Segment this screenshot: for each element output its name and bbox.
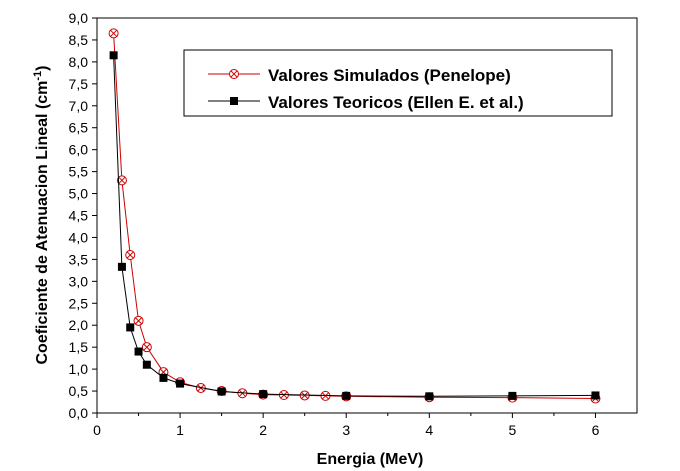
data-point <box>425 392 434 401</box>
data-point <box>342 391 351 400</box>
data-point <box>126 323 135 332</box>
y-tick-label: 8,0 <box>69 54 89 70</box>
y-tick-label: 4,5 <box>69 208 89 224</box>
legend-label-simulated: Valores Simulados (Penelope) <box>268 66 511 85</box>
y-tick-label: 5,5 <box>69 164 89 180</box>
y-axis-title-close: ) <box>34 65 51 70</box>
legend-marker <box>229 69 239 79</box>
y-tick-label: 5,0 <box>69 186 89 202</box>
data-point <box>125 250 136 260</box>
x-tick-label: 6 <box>592 422 600 438</box>
data-point <box>508 391 517 400</box>
y-tick-label: 6,5 <box>69 120 89 136</box>
x-tick-label: 3 <box>342 422 350 438</box>
data-point <box>142 360 151 369</box>
data-point <box>159 373 168 382</box>
y-tick-label: 2,5 <box>69 295 89 311</box>
y-axis-title-superscript: -1 <box>32 71 44 81</box>
legend-label-theoretical: Valores Teoricos (Ellen E. et al.) <box>268 93 524 112</box>
legend: Valores Simulados (Penelope) Valores Teo… <box>183 49 613 117</box>
legend-marker <box>230 97 238 105</box>
y-tick-label: 1,5 <box>69 339 89 355</box>
series-layer <box>108 28 601 404</box>
y-tick-label: 1,0 <box>69 361 89 377</box>
data-point <box>259 390 268 399</box>
y-tick-label: 0,0 <box>69 405 89 421</box>
axis-ticks: 0 1 2 3 4 5 6 0,0 0,5 1,0 1,5 2,0 2,5 3,0 3,5 4,0 4,5 5,0… <box>69 10 600 438</box>
data-point <box>117 262 126 271</box>
data-point <box>133 315 144 326</box>
x-tick-label: 4 <box>425 422 433 438</box>
data-point <box>141 342 152 353</box>
y-tick-label: 7,5 <box>69 76 89 92</box>
y-tick-label: 8,5 <box>69 32 89 48</box>
y-tick-label: 4,0 <box>69 229 89 245</box>
x-tick-label: 2 <box>259 422 267 438</box>
data-point <box>217 387 226 396</box>
legend-box <box>183 49 613 117</box>
series-1 <box>109 51 600 401</box>
y-tick-label: 2,0 <box>69 317 89 333</box>
y-tick-label: 7,0 <box>69 98 89 114</box>
y-tick-label: 3,0 <box>69 273 89 289</box>
data-point <box>134 347 143 356</box>
y-tick-label: 9,0 <box>69 10 89 26</box>
y-tick-label: 3,5 <box>69 251 89 267</box>
y-tick-label: 0,5 <box>69 383 89 399</box>
data-point <box>108 28 119 39</box>
x-tick-label: 0 <box>93 422 101 438</box>
y-axis-title-main: Coeficiente de Atenuacion Lineal (cm <box>34 81 51 365</box>
legend-sample-simulated <box>208 69 260 79</box>
data-point <box>116 175 127 186</box>
x-axis-title: Energia (MeV) <box>317 451 424 468</box>
y-tick-label: 6,0 <box>69 142 89 158</box>
legend-sample-theoretical <box>208 97 260 105</box>
data-point <box>176 379 185 388</box>
x-tick-label: 5 <box>508 422 516 438</box>
data-point <box>109 51 118 60</box>
data-point <box>591 391 600 400</box>
y-axis-title: Coeficiente de Atenuacion Lineal (cm-1) <box>32 65 51 364</box>
x-tick-label: 1 <box>176 422 184 438</box>
